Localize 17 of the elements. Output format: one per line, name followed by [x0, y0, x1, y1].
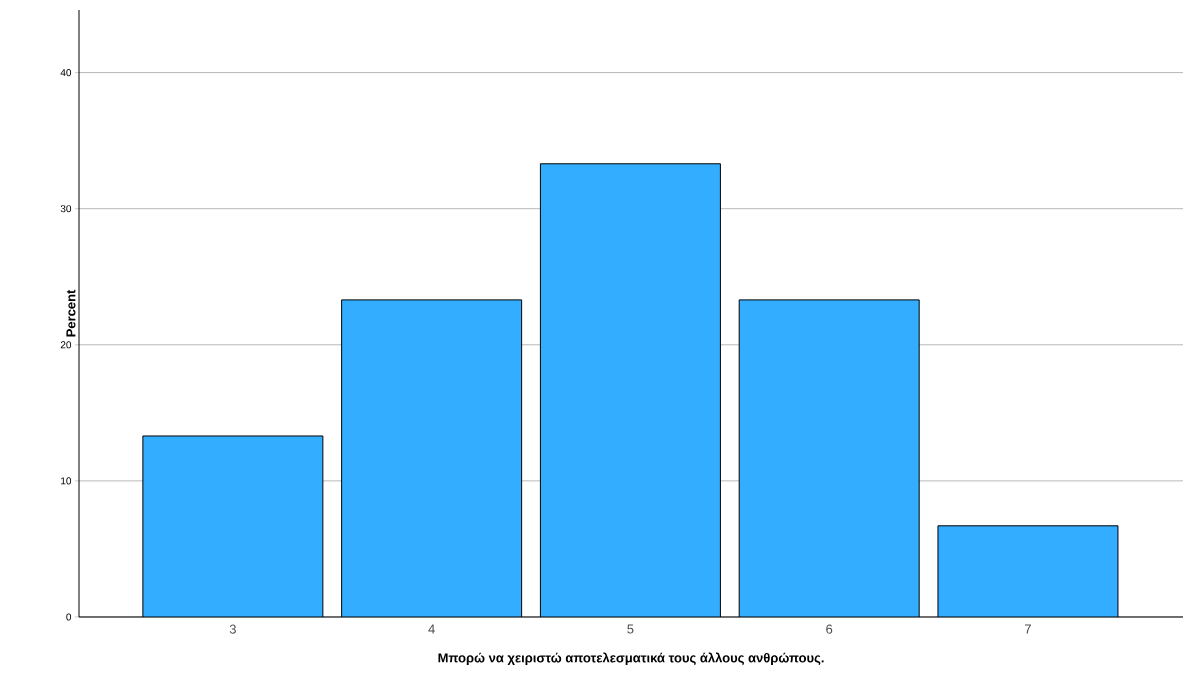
y-tick-label: 40	[60, 69, 72, 77]
bar	[341, 299, 522, 617]
x-tick-label: 5	[627, 624, 634, 634]
y-tick-label: 10	[61, 477, 72, 485]
bar	[739, 299, 920, 617]
bar	[937, 525, 1119, 617]
x-tick-label: 7	[1025, 624, 1031, 634]
y-tick-label: 30	[60, 205, 72, 213]
x-tick-label: 4	[428, 624, 435, 634]
y-tick-label: 0	[66, 613, 72, 621]
x-axis-title: Μπορώ να χειριστώ αποτελεσματικά τους άλλους ανθρώπους.	[438, 652, 824, 666]
y-axis-title: Percent	[66, 289, 76, 337]
bar	[142, 435, 323, 617]
y-tick-label: 20	[60, 341, 72, 349]
bar	[540, 163, 721, 617]
x-tick-label: 6	[826, 624, 833, 634]
x-tick-label: 3	[229, 624, 236, 634]
